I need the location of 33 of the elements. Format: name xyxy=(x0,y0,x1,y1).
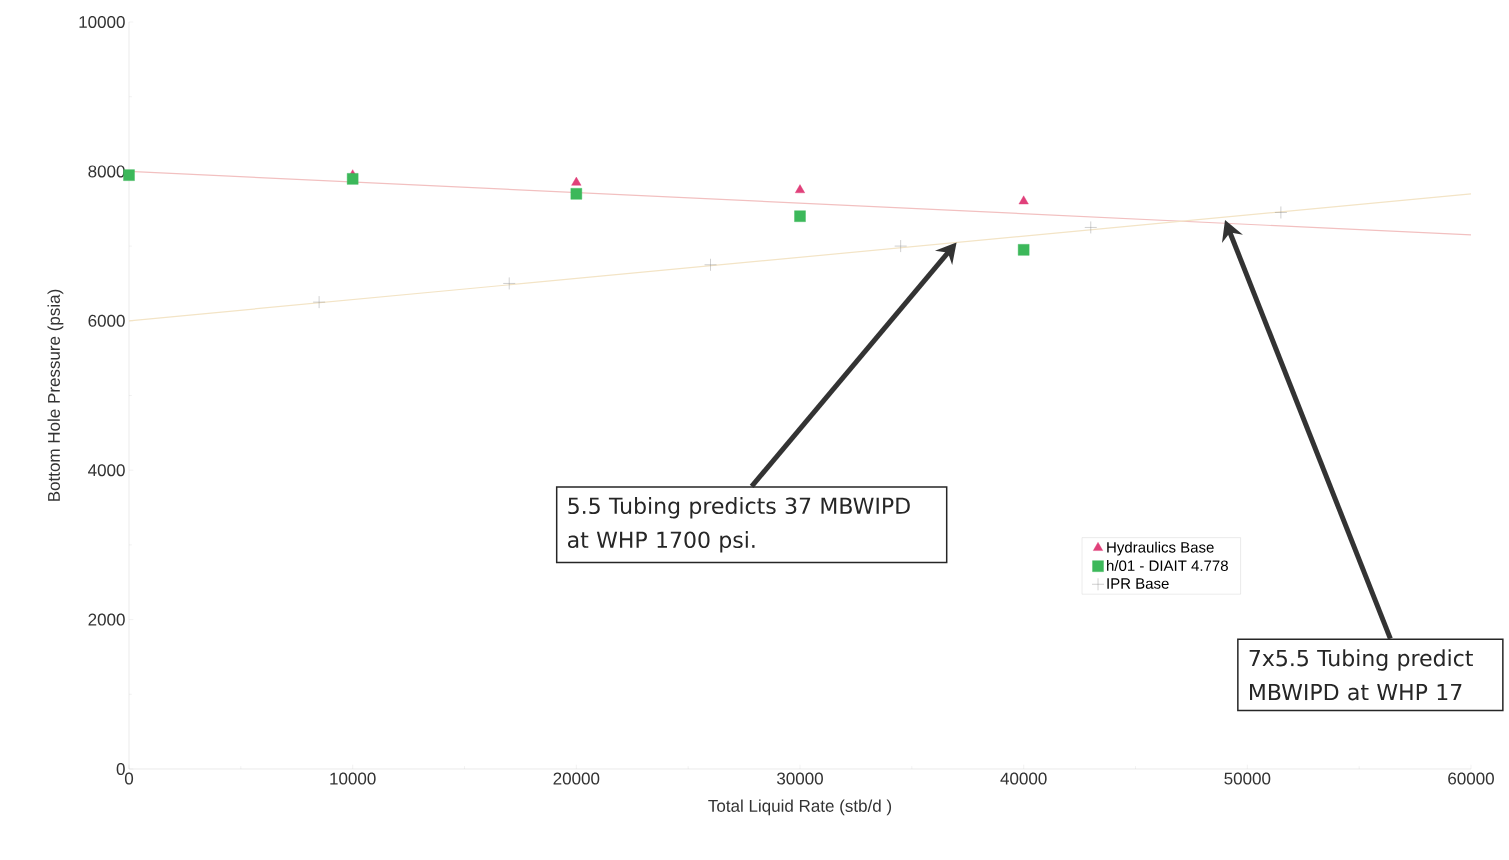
y-tick-label: 2000 xyxy=(88,613,125,626)
y-tick-label: 4000 xyxy=(88,464,125,477)
point xyxy=(704,258,717,271)
x-tick-label: 0 xyxy=(124,772,134,785)
point xyxy=(1084,221,1097,234)
y-tick-label: 0 xyxy=(116,762,125,776)
x-tick-label: 60000 xyxy=(1448,772,1494,785)
x-tick-label: 40000 xyxy=(1000,772,1047,785)
y-tick-label: 8000 xyxy=(88,165,125,178)
x-axis-title: Total Liquid Rate (stb/d ) xyxy=(708,799,892,816)
point xyxy=(894,239,907,253)
point xyxy=(571,176,582,186)
point xyxy=(312,295,326,309)
legend-label: h/01 - DIAIT 4.778 xyxy=(1107,560,1228,572)
y-axis-title: Bottom Hole Pressure (psia) xyxy=(47,289,64,501)
point xyxy=(1017,244,1030,256)
x-tick-label: 20000 xyxy=(553,772,600,785)
x-tick-label: 10000 xyxy=(330,772,376,785)
y-tick-label: 6000 xyxy=(88,314,125,327)
point xyxy=(346,173,359,185)
x-tick-label: 50000 xyxy=(1224,772,1271,785)
point xyxy=(1018,195,1029,205)
point xyxy=(795,184,805,194)
annotation: 7x5.5 Tubing predict MBWIPD at WHP 17 xyxy=(1249,649,1473,701)
annotation: 5.5 Tubing predicts 37 MBWIPD at WHP 1700 psi. xyxy=(568,497,910,553)
point xyxy=(503,277,516,290)
x-tick-label: 30000 xyxy=(777,772,823,785)
point xyxy=(794,210,806,222)
legend-label: Hydraulics Base xyxy=(1107,541,1214,556)
legend-label: IPR Base xyxy=(1107,578,1169,589)
point xyxy=(570,188,583,200)
y-tick-label: 10000 xyxy=(79,15,125,29)
point xyxy=(1274,206,1288,219)
